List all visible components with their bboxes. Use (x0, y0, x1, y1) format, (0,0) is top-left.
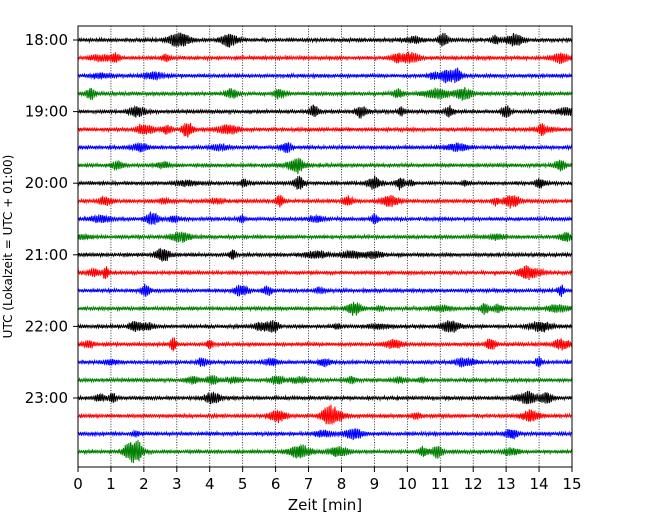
trace-line (77, 194, 573, 209)
x-tick-label: 2 (139, 475, 149, 493)
x-axis-label: Zeit [min] (288, 496, 362, 514)
trace-line (77, 320, 573, 334)
y-tick-label: 20:00 (25, 174, 68, 192)
trace-line (77, 374, 573, 386)
trace-line (77, 439, 573, 464)
x-tick-label: 3 (172, 475, 182, 493)
trace-line (77, 247, 573, 263)
plot-frame (77, 25, 573, 468)
y-tick-label: 23:00 (25, 389, 68, 407)
trace-line (77, 428, 573, 441)
trace-line (77, 390, 573, 405)
grid-layer (110, 26, 540, 467)
y-axis: 18:00 19:00 20:00 21:00 22:00 23:00 (25, 31, 78, 407)
trace-line (77, 231, 573, 244)
trace-line (77, 404, 573, 426)
trace-line (77, 210, 573, 226)
x-axis: 0 1 2 3 4 5 6 7 8 9 10 11 12 13 14 15 (73, 467, 582, 493)
y-tick-label: 21:00 (25, 246, 68, 264)
trace-line (77, 51, 573, 64)
trace-line (77, 67, 573, 84)
x-tick-label: 14 (530, 475, 549, 493)
x-tick-label: 1 (106, 475, 116, 493)
y-tick-label: 18:00 (25, 31, 68, 49)
trace-line (77, 265, 573, 281)
trace-line (77, 87, 573, 101)
trace-line (77, 141, 573, 154)
x-tick-label: 0 (73, 475, 83, 493)
x-tick-label: 9 (370, 475, 380, 493)
x-tick-label: 4 (205, 475, 215, 493)
x-tick-label: 11 (431, 475, 450, 493)
trace-line (77, 175, 573, 191)
x-tick-label: 7 (304, 475, 314, 493)
y-tick-label: 19:00 (25, 103, 68, 121)
x-tick-label: 10 (398, 475, 417, 493)
y-axis-label: UTC (Lokalzeit = UTC + 01:00) (1, 155, 15, 339)
x-tick-label: 6 (271, 475, 281, 493)
x-tick-label: 8 (337, 475, 347, 493)
trace-line (77, 337, 573, 353)
x-tick-label: 15 (562, 475, 581, 493)
trace-line (77, 122, 573, 138)
trace-line (77, 32, 573, 49)
y-tick-label: 22:00 (25, 317, 68, 335)
trace-line (77, 301, 573, 316)
trace-line (77, 283, 573, 298)
x-tick-label: 5 (238, 475, 248, 493)
trace-line (77, 157, 573, 175)
traces-layer (77, 32, 573, 464)
trace-line (77, 356, 573, 369)
x-tick-label: 13 (497, 475, 516, 493)
trace-line (77, 104, 573, 119)
x-tick-label: 12 (464, 475, 483, 493)
